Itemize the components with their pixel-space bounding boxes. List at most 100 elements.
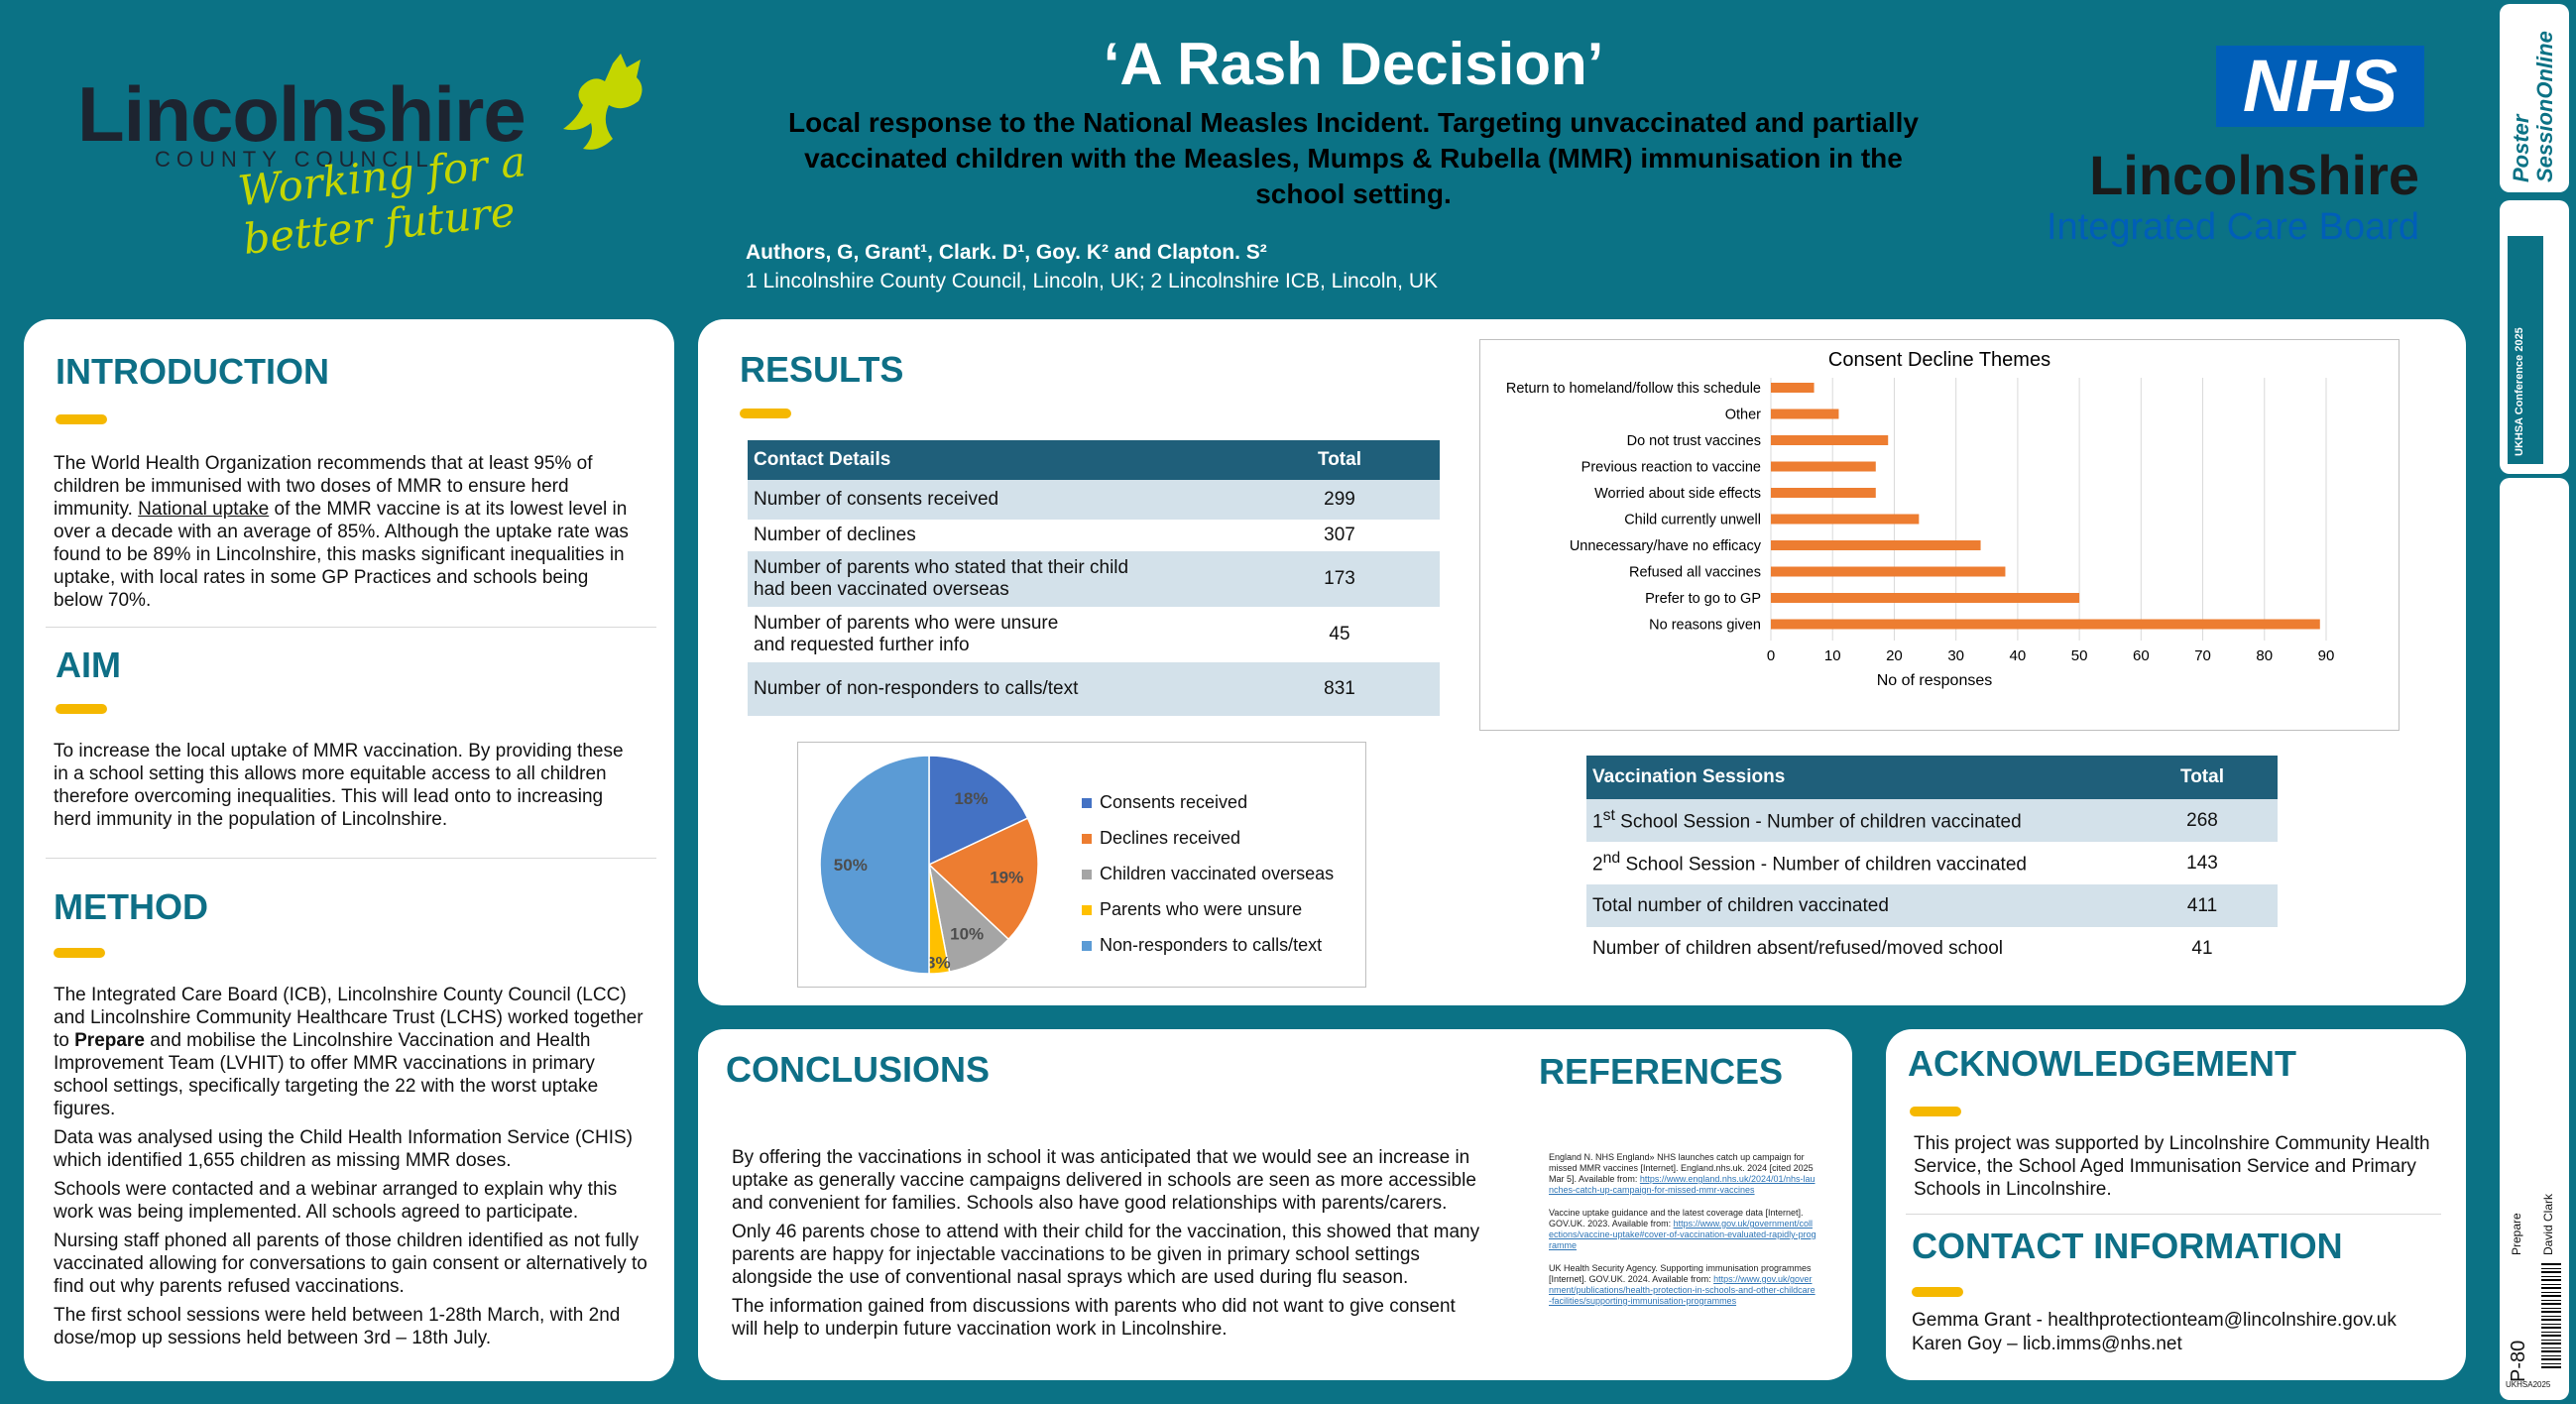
references-heading: REFERENCES xyxy=(1539,1051,1784,1092)
sessions-table-header: Total xyxy=(2127,756,2278,799)
national-uptake-link[interactable]: National uptake xyxy=(138,499,270,520)
imp-icon xyxy=(543,54,662,182)
method-p5: The first school sessions were held betw… xyxy=(54,1305,621,1348)
sidebar-logo: Poster SessionOnline xyxy=(2500,4,2569,192)
legend-item: Non-responders to calls/text xyxy=(1082,935,1334,956)
poster-subtitle: Local response to the National Measles I… xyxy=(788,107,1919,209)
table-cell: 307 xyxy=(1324,525,1355,545)
left-panel: INTRODUCTION The World Health Organizati… xyxy=(24,319,674,1381)
ack-accent xyxy=(1910,1107,1961,1116)
legend-label: Parents who were unsure xyxy=(1100,899,1303,919)
decline-chart: Consent Decline Themes 0 10 20 30 40 50 60 70 80 9… xyxy=(1479,339,2400,731)
pie-data-label: 50% xyxy=(834,856,868,875)
reference-item: UK Health Security Agency. Supporting im… xyxy=(1549,1263,1815,1306)
reference-link[interactable]: https://www.gov.uk/government/collection… xyxy=(1549,1219,1816,1250)
y-category-label: Refused all vaccines xyxy=(1629,565,1761,581)
method-p2: Data was analysed using the Child Health… xyxy=(54,1127,633,1171)
table-cell: Total number of children vaccinated xyxy=(1586,884,2127,927)
y-category-label: Child currently unwell xyxy=(1624,513,1761,528)
intro-accent xyxy=(56,414,107,424)
table-cell: Number of consents received xyxy=(748,480,1239,520)
authors: Authors, G, Grant¹, Clark. D¹, Goy. K² a… xyxy=(746,241,1267,264)
bar xyxy=(1771,461,1876,472)
nhs-org-sub: Integrated Care Board xyxy=(2046,206,2419,248)
reference-link[interactable]: https://www.gov.uk/government/publicatio… xyxy=(1549,1274,1815,1306)
reference-link[interactable]: https://www.england.nhs.uk/2024/01/nhs-l… xyxy=(1549,1174,1815,1195)
conclusions-panel: CONCLUSIONS By offering the vaccinations… xyxy=(698,1029,1852,1380)
legend-swatch xyxy=(1082,833,1092,844)
x-tick-label: 60 xyxy=(2133,647,2150,664)
y-category-label: Do not trust vaccines xyxy=(1627,433,1761,449)
bar xyxy=(1771,409,1839,419)
table-cell: Number of children absent/refused/moved … xyxy=(1592,937,2004,959)
introduction-heading: INTRODUCTION xyxy=(56,351,329,392)
pie-slice xyxy=(928,755,1029,867)
sessions-table: Vaccination Sessions Total 1st School Se… xyxy=(1586,756,2278,970)
contact-heading: CONTACT INFORMATION xyxy=(1912,1226,2343,1266)
aim-heading: AIM xyxy=(56,644,121,685)
method-accent xyxy=(54,948,105,958)
reference-item: Vaccine uptake guidance and the latest c… xyxy=(1549,1208,1816,1250)
bar xyxy=(1771,514,1920,525)
bar xyxy=(1771,619,2320,630)
table-cell: 411 xyxy=(2127,884,2278,927)
x-tick-label: 50 xyxy=(2071,647,2088,664)
y-category-label: No reasons given xyxy=(1649,618,1761,634)
poster-title: ‘A Rash Decision’ xyxy=(1103,31,1604,97)
barcode-icon xyxy=(2541,1261,2561,1368)
conference-strip xyxy=(2508,236,2543,464)
table-cell: 173 xyxy=(1239,551,1440,607)
legend-item: Children vaccinated overseas xyxy=(1082,864,1334,884)
y-category-label: Worried about side effects xyxy=(1594,486,1761,502)
table-cell: Number of parents who stated that their … xyxy=(748,551,1239,607)
sidebar-info: Prepare David Clark P-80 UKHSA2025 xyxy=(2500,478,2569,1400)
contact-line: Karen Goy – licb.imms@nhs.net xyxy=(1912,1334,2182,1354)
intro-text-a: The World Health Organization recommends… xyxy=(54,453,593,520)
bar xyxy=(1771,383,1815,393)
references-text: England N. NHS England» NHS launches cat… xyxy=(1549,1152,1816,1307)
conclusions-p2: Only 46 parents chose to attend with the… xyxy=(732,1222,1480,1288)
table-cell: 268 xyxy=(2127,799,2278,842)
x-tick-label: 20 xyxy=(1886,647,1903,664)
legend-item: Parents who were unsure xyxy=(1082,899,1334,920)
contact-accent xyxy=(1912,1287,1963,1297)
results-accent xyxy=(740,409,791,418)
y-category-label: Other xyxy=(1725,408,1761,423)
pie-data-label: 10% xyxy=(950,924,984,943)
lcc-logo-name: Lincolnshire xyxy=(77,70,527,158)
pie-data-label: 3% xyxy=(926,954,951,973)
results-panel: RESULTS Contact Details Total Number of … xyxy=(698,319,2466,1005)
table-cell: Number of non-responders to calls/text xyxy=(748,662,1239,716)
legend-swatch xyxy=(1082,797,1092,808)
pie-data-label: 19% xyxy=(990,868,1023,886)
method-p1: The Integrated Care Board (ICB), Lincoln… xyxy=(54,985,644,1119)
contact-table: Contact Details Total Number of consents… xyxy=(748,440,1440,716)
sidebar-logo-text: Poster SessionOnline xyxy=(2509,31,2557,182)
lcc-logo-sub: COUNTY COUNCIL xyxy=(155,147,434,172)
conference-label: UKHSA Conference 2025 xyxy=(2514,327,2525,456)
x-tick-label: 40 xyxy=(2010,647,2027,664)
method-text: The Integrated Care Board (ICB), Lincoln… xyxy=(54,984,648,1349)
chart-title: Consent Decline Themes xyxy=(1828,349,2050,371)
method-p3: Schools were contacted and a webinar arr… xyxy=(54,1179,618,1223)
pie-slice xyxy=(819,755,930,975)
table-cell: Number of parents who were unsure and re… xyxy=(754,613,1059,655)
x-axis-label: No of responses xyxy=(1877,672,1993,689)
table-cell: 1st School Session - Number of children … xyxy=(1586,799,2127,842)
x-tick-label: 70 xyxy=(2194,647,2211,664)
x-tick-label: 90 xyxy=(2318,647,2335,664)
intro-text-b: of the MMR vaccine is at its lowest leve… xyxy=(54,499,629,611)
contact-table-header: Contact Details xyxy=(748,440,1239,480)
table-cell: Number of declines xyxy=(754,525,916,545)
legend-label: Non-responders to calls/text xyxy=(1100,935,1323,955)
y-category-label: Unnecessary/have no efficacy xyxy=(1570,538,1762,554)
divider xyxy=(46,858,656,859)
legend-item: Consents received xyxy=(1082,792,1334,813)
sidebar-theme: Prepare xyxy=(2510,1213,2523,1255)
contact-outcome-pie-chart: 18% 19% 10% 3% 50% xyxy=(819,755,1039,975)
legend-swatch xyxy=(1082,904,1092,915)
decline-themes-chart: Consent Decline Themes 0 10 20 30 40 50 60 70 80 9… xyxy=(1506,349,2335,689)
nhs-badge: NHS xyxy=(2216,46,2424,127)
table-cell: 2nd School Session - Number of children … xyxy=(1592,850,2027,876)
bar xyxy=(1771,593,2080,603)
